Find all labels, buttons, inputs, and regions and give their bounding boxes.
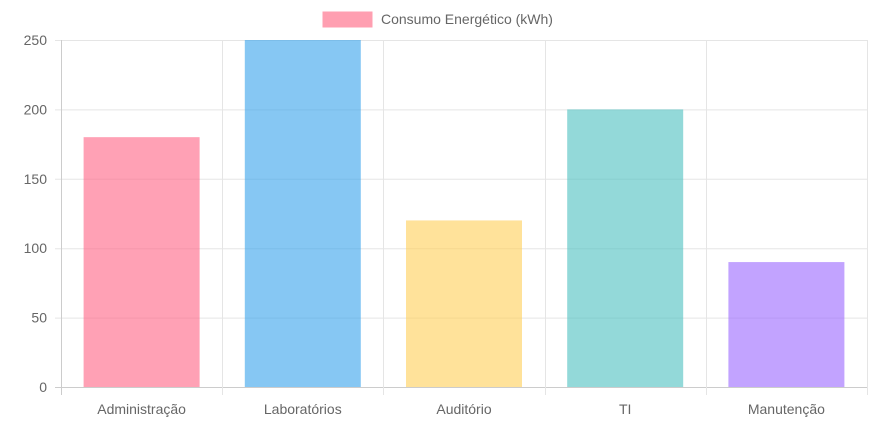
bar-Laboratórios[interactable] — [244, 40, 361, 387]
y-tick-label: 50 — [31, 310, 47, 326]
y-tick-label: 0 — [39, 379, 47, 395]
legend-swatch — [322, 11, 373, 28]
x-tick-label: Auditório — [436, 401, 491, 417]
legend[interactable]: Consumo Energético (kWh) — [322, 11, 553, 28]
x-tick-label: Laboratórios — [264, 401, 342, 417]
bar-Auditório[interactable] — [406, 220, 522, 387]
y-tick-label: 250 — [24, 32, 48, 48]
y-tick-label: 150 — [24, 171, 48, 187]
x-tick-label: Manutenção — [748, 401, 825, 417]
bar-Administração[interactable] — [83, 137, 200, 387]
x-tick-label: TI — [619, 401, 631, 417]
bars — [83, 40, 845, 388]
bar-TI[interactable] — [567, 109, 684, 388]
legend-label: Consumo Energético (kWh) — [381, 11, 553, 27]
x-tick-label: Administração — [97, 401, 186, 417]
y-tick-label: 200 — [24, 101, 48, 117]
bar-Manutenção[interactable] — [728, 262, 845, 387]
y-tick-label: 100 — [24, 240, 48, 256]
axes: 0 50 100 150 200 250 Administração Laboratórios… — [24, 32, 825, 417]
